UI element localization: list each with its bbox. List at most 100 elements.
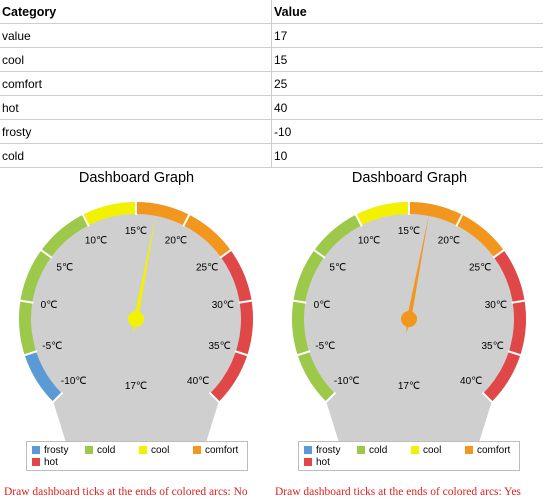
legend-item-hot: hot xyxy=(32,457,58,469)
gauge-tick-label: 5℃ xyxy=(329,262,346,273)
gauge-tick xyxy=(23,350,38,357)
gauge-tick-label: 15℃ xyxy=(125,226,147,237)
table-cell-category: cold xyxy=(0,143,272,168)
gauge-tick xyxy=(481,391,494,404)
legend-label: cold xyxy=(369,445,388,456)
gauge-tick-label: 25℃ xyxy=(469,262,491,273)
table-cell-value: 17 xyxy=(271,23,543,48)
legend-swatch xyxy=(304,446,312,454)
gauge-tick xyxy=(354,213,363,227)
gauge-tick-label: 40℃ xyxy=(187,376,209,387)
table-row: cool 15 xyxy=(0,47,543,72)
gauge-tick-label: 0℃ xyxy=(314,300,331,311)
gauge-tick xyxy=(292,299,307,304)
legend-label: cool xyxy=(151,445,170,456)
gauge-tick xyxy=(39,248,53,259)
gauge-tick xyxy=(182,213,191,227)
legend-item-frosty: frosty xyxy=(304,445,340,457)
gauge-tick xyxy=(511,299,526,304)
legend-item-hot: hot xyxy=(304,457,330,469)
legend-label: cool xyxy=(423,445,442,456)
gauge-tick-label: 35℃ xyxy=(482,341,504,352)
legend-item-cool: cool xyxy=(139,445,169,457)
legend-swatch xyxy=(304,458,312,466)
gauge-tick-label: 20℃ xyxy=(165,236,187,247)
gauge-tick xyxy=(234,350,249,357)
gauge-tick xyxy=(324,391,337,404)
gauge-value-label: 17℃ xyxy=(398,381,420,392)
table-row: hot 40 xyxy=(0,95,543,120)
legend-label: cold xyxy=(97,445,116,456)
column-header-category: Category xyxy=(0,0,272,24)
gauge-svg: -10℃ -5℃ 0℃ 5℃ 10℃ 15℃ 20℃ 25℃ 30℃ 35℃ 40℃ 17℃ xyxy=(18,201,253,443)
gauge-tick xyxy=(312,248,326,259)
gauge-title: Dashboard Graph xyxy=(351,170,468,186)
table-row: value 17 xyxy=(0,23,543,48)
table-cell-value: -10 xyxy=(271,119,543,144)
legend-label: frosty xyxy=(316,445,341,456)
legend-label: comfort xyxy=(477,445,511,456)
gauge-tick-label: 15℃ xyxy=(398,226,420,237)
gauge-value-label: 17℃ xyxy=(125,381,147,392)
legend-label: comfort xyxy=(205,445,239,456)
gauge-range-cool xyxy=(82,202,136,226)
legend-swatch xyxy=(465,446,473,454)
table-cell-category: frosty xyxy=(0,119,272,144)
legend-swatch xyxy=(357,446,365,454)
gauge-tick xyxy=(455,213,464,227)
table-cell-category: comfort xyxy=(0,71,272,96)
legend-swatch xyxy=(193,446,201,454)
legend-swatch xyxy=(411,446,419,454)
gauge-tick-label: 10℃ xyxy=(85,236,107,247)
table-cell-category: value xyxy=(0,23,272,48)
gauge-svg: -10℃ -5℃ 0℃ 5℃ 10℃ 15℃ 20℃ 25℃ 30℃ 35℃ 40℃ 17℃ xyxy=(291,201,526,443)
gauge-tick-label: 40℃ xyxy=(460,376,482,387)
gauge-tick-label: 30℃ xyxy=(212,300,234,311)
table-cell-category: cool xyxy=(0,47,272,72)
gauge-tick xyxy=(296,350,311,357)
legend-item-comfort: comfort xyxy=(193,445,238,457)
gauge-needle xyxy=(406,213,430,333)
legend-swatch xyxy=(32,446,40,454)
legend-item-cool: cool xyxy=(411,445,441,457)
table-row: frosty -10 xyxy=(0,119,543,144)
table-cell-value: 40 xyxy=(271,95,543,120)
gauge-tick-label: -5℃ xyxy=(42,341,62,352)
footer-note-2: Draw dashboard ticks at the ends of colo… xyxy=(275,486,521,498)
gauge-tick-label: 30℃ xyxy=(485,300,507,311)
gauge-tick xyxy=(238,299,253,304)
legend-swatch xyxy=(32,458,40,466)
gauge-range-hot xyxy=(210,250,253,402)
gauge-tick-label: 35℃ xyxy=(209,341,231,352)
legend-item-frosty: frosty xyxy=(32,445,68,457)
gauge-tick xyxy=(51,391,64,404)
gauge-tick-label: 0℃ xyxy=(41,300,58,311)
gauge-tick xyxy=(507,350,522,357)
gauge-chart-2: Dashboard Graph -10℃ -5℃ 0℃ 5℃ 10℃ 15℃ 20℃ 25℃ 3… xyxy=(273,164,546,466)
legend-swatch xyxy=(85,446,93,454)
gauge-range-cold xyxy=(291,214,362,402)
legend-label: frosty xyxy=(44,445,69,456)
gauge-range-comfort xyxy=(409,202,504,258)
gauge-tick-label: -5℃ xyxy=(315,341,335,352)
legend-label: hot xyxy=(316,457,330,468)
table-cell-value: 15 xyxy=(271,47,543,72)
legend-swatch xyxy=(139,446,147,454)
gauge-tick xyxy=(208,391,221,404)
gauge-range-comfort xyxy=(136,202,231,258)
gauge-tick-label: -10℃ xyxy=(61,376,87,387)
table-cell-value: 25 xyxy=(271,71,543,96)
legend-item-cold: cold xyxy=(357,445,387,457)
data-table: Category Value value 17 cool 15 comfort … xyxy=(0,0,543,168)
legend-item-comfort: comfort xyxy=(465,445,510,457)
gauge-chart-1: Dashboard Graph -10℃ -5℃ 0℃ 5℃ 10℃ 15℃ 20℃ 25℃ 3… xyxy=(0,164,273,466)
gauge-tick xyxy=(492,248,506,259)
gauge-tick-label: 25℃ xyxy=(196,262,218,273)
legend-2: frosty cold cool comfort hot xyxy=(298,441,520,471)
gauge-tick xyxy=(81,213,90,227)
gauge-tick xyxy=(219,248,233,259)
table-row: comfort 25 xyxy=(0,71,543,96)
table-cell-value: 10 xyxy=(271,143,543,168)
gauge-needle-hub xyxy=(128,311,144,327)
gauge-tick-label: 10℃ xyxy=(358,236,380,247)
